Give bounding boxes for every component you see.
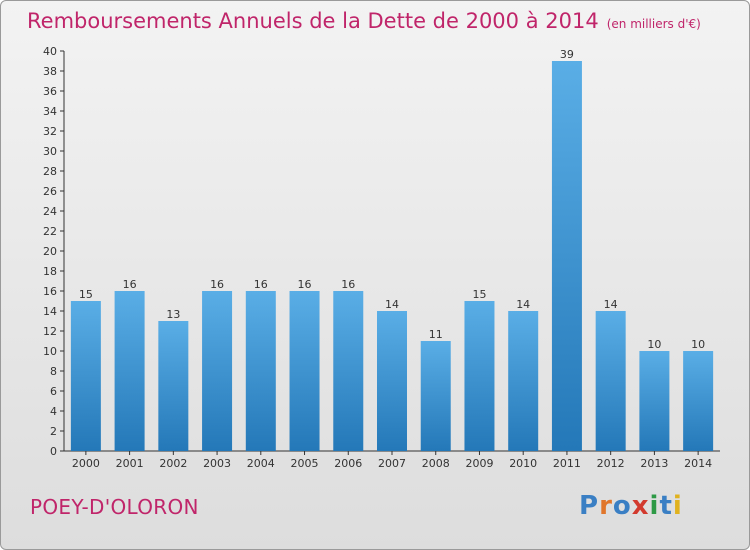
x-tick-label: 2013 — [640, 457, 668, 470]
logo-letter: i — [672, 491, 683, 521]
y-tick-label: 28 — [43, 165, 57, 178]
y-tick-label: 32 — [43, 125, 57, 138]
y-tick-label: 10 — [43, 345, 57, 358]
y-tick-label: 14 — [43, 305, 57, 318]
x-tick-label: 2006 — [334, 457, 362, 470]
bar — [245, 291, 276, 451]
bar-value-label: 14 — [604, 298, 618, 311]
chart-unit: (en milliers d'€) — [606, 17, 701, 31]
x-tick-label: 2002 — [159, 457, 187, 470]
y-tick-label: 6 — [50, 385, 57, 398]
bar-value-label: 16 — [254, 278, 268, 291]
bar-value-label: 16 — [123, 278, 137, 291]
bar-value-label: 10 — [691, 338, 705, 351]
y-tick-label: 4 — [50, 405, 57, 418]
x-tick-label: 2014 — [684, 457, 712, 470]
bar-value-label: 16 — [210, 278, 224, 291]
x-tick-label: 2000 — [72, 457, 100, 470]
y-tick-label: 40 — [43, 45, 57, 58]
chart-title-text: Remboursements Annuels de la Dette de 20… — [27, 9, 599, 33]
y-tick-label: 12 — [43, 325, 57, 338]
bar — [289, 291, 320, 451]
y-tick-label: 8 — [50, 365, 57, 378]
x-tick-label: 2001 — [116, 457, 144, 470]
bar — [464, 301, 495, 451]
y-tick-label: 2 — [50, 425, 57, 438]
bar-value-label: 13 — [166, 308, 180, 321]
x-tick-label: 2007 — [378, 457, 406, 470]
x-tick-label: 2008 — [422, 457, 450, 470]
bar-value-label: 16 — [341, 278, 355, 291]
bar — [508, 311, 539, 451]
bar — [333, 291, 364, 451]
bar — [70, 301, 101, 451]
logo-letter: r — [599, 491, 613, 521]
commune-name: POEY-D'OLORON — [30, 495, 199, 519]
bar — [683, 351, 714, 451]
bar — [158, 321, 189, 451]
bar-value-label: 14 — [385, 298, 399, 311]
bar — [114, 291, 145, 451]
x-tick-label: 2003 — [203, 457, 231, 470]
y-tick-label: 16 — [43, 285, 57, 298]
bar — [377, 311, 407, 451]
bar-value-label: 10 — [647, 338, 661, 351]
bar-value-label: 15 — [472, 288, 486, 301]
x-tick-label: 2005 — [291, 457, 319, 470]
y-tick-label: 24 — [43, 205, 57, 218]
logo-letter: x — [631, 491, 650, 521]
bar-value-label: 15 — [79, 288, 93, 301]
logo-letter: i — [649, 491, 660, 521]
bar — [202, 291, 233, 451]
proxiti-logo: Proxiti — [579, 491, 683, 521]
bar-value-label: 14 — [516, 298, 530, 311]
x-tick-label: 2012 — [597, 457, 625, 470]
y-tick-label: 26 — [43, 185, 57, 198]
chart-title: Remboursements Annuels de la Dette de 20… — [27, 9, 701, 33]
y-tick-label: 30 — [43, 145, 57, 158]
y-tick-label: 0 — [50, 445, 57, 458]
y-tick-label: 34 — [43, 105, 57, 118]
x-tick-label: 2010 — [509, 457, 537, 470]
logo-letter: t — [659, 491, 673, 521]
logo-letter: o — [612, 491, 632, 521]
logo-letter: P — [579, 491, 600, 521]
bar — [639, 351, 670, 451]
bar — [595, 311, 626, 451]
bar — [420, 341, 451, 451]
y-tick-label: 18 — [43, 265, 57, 278]
bar — [551, 61, 582, 451]
y-tick-label: 20 — [43, 245, 57, 258]
x-tick-label: 2004 — [247, 457, 275, 470]
x-tick-label: 2011 — [553, 457, 581, 470]
x-tick-label: 2009 — [465, 457, 493, 470]
bar-value-label: 16 — [298, 278, 312, 291]
y-tick-label: 22 — [43, 225, 57, 238]
y-tick-label: 38 — [43, 65, 57, 78]
bar-value-label: 11 — [429, 328, 443, 341]
bar-value-label: 39 — [560, 48, 574, 61]
y-tick-label: 36 — [43, 85, 57, 98]
